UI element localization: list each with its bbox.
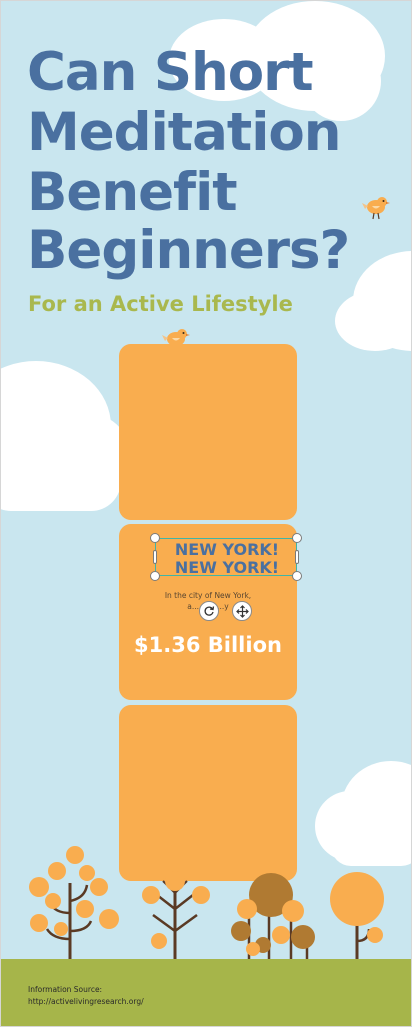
title-line-3[interactable]: Benefit — [27, 162, 238, 223]
cloud-right-mid-2 — [335, 291, 411, 351]
selected-text-box[interactable]: NEW YORK! NEW YORK! — [155, 538, 297, 577]
resize-handle-top-right[interactable] — [292, 533, 302, 543]
move-icon — [235, 604, 249, 618]
subtitle[interactable]: For an Active Lifestyle — [28, 292, 293, 316]
move-button[interactable] — [232, 601, 252, 621]
bird-icon — [362, 197, 390, 220]
bird-icon — [162, 329, 190, 346]
source-url[interactable]: http://activelivingresearch.org/ — [28, 997, 144, 1006]
resize-handle-bottom-right[interactable] — [292, 571, 302, 581]
resize-handle-right[interactable] — [295, 550, 299, 564]
selected-text-line-1[interactable]: NEW YORK! — [174, 540, 280, 559]
title-line-4[interactable]: Beginners? — [27, 220, 350, 281]
tree-illustration-center — [142, 871, 210, 961]
selected-text-line-2[interactable]: NEW YORK! — [174, 558, 280, 577]
rotate-icon — [204, 606, 215, 616]
tree-illustration-right — [330, 872, 384, 964]
title-line-2[interactable]: Meditation — [27, 102, 342, 163]
cloud-top-right-3 — [301, 41, 381, 121]
tree-illustration-left — [29, 846, 119, 963]
resize-handle-left[interactable] — [153, 550, 157, 564]
resize-handle-top-left[interactable] — [150, 533, 160, 543]
resize-handle-bottom-left[interactable] — [150, 571, 160, 581]
amount-text[interactable]: $1.36 Billion — [134, 633, 282, 657]
ground — [1, 959, 411, 1026]
info-card-3[interactable] — [119, 705, 297, 881]
info-card-1[interactable] — [119, 344, 297, 520]
cloud-right-bottom-3 — [331, 826, 411, 866]
title-line-1[interactable]: Can Short — [27, 42, 314, 103]
tree-illustration-right-cluster — [231, 873, 315, 964]
cloud-left-3 — [1, 451, 121, 511]
rotate-button[interactable] — [199, 601, 219, 621]
description-line-1: In the city of New York, — [164, 591, 252, 600]
source-label[interactable]: Information Source: — [28, 985, 103, 994]
